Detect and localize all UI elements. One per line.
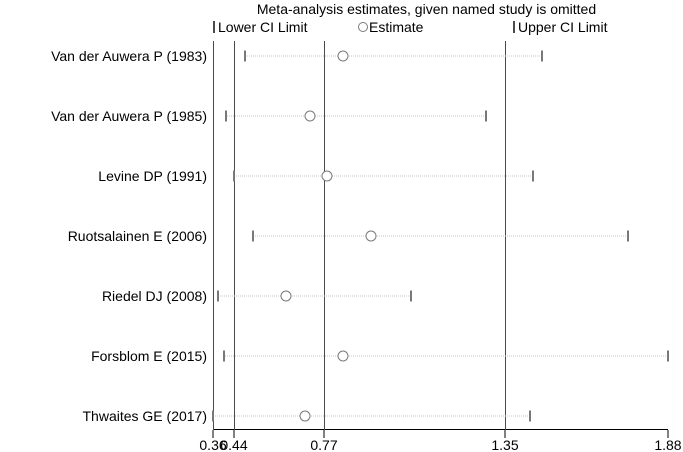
study-label: Thwaites GE (2017) [82,408,208,424]
x-axis-tick-label: 0.36 [199,437,227,452]
legend-item-upper-ci: Upper CI Limit [513,19,607,35]
chart-title: Meta-analysis estimates, given named stu… [256,1,597,17]
x-axis-tick-label: 0.77 [310,437,338,452]
upper-ci-tick [410,290,413,302]
estimate-marker [365,230,377,242]
legend-label-upper-ci: Upper CI Limit [518,19,608,35]
ci-dotted-line [218,295,412,297]
ci-dotted-line [253,235,628,237]
x-axis-tick [504,430,506,438]
study-label: Van der Auwera P (1983) [51,48,207,64]
study-label: Riedel DJ (2008) [101,288,207,304]
estimate-marker [304,110,316,122]
lower-ci-tick [252,230,255,242]
estimate-circle-icon [358,22,368,32]
upper-ci-tick [531,170,534,182]
legend-item-estimate: Estimate [358,19,423,35]
upper-ci-tick [485,110,488,122]
y-axis-line [213,41,215,430]
lower-ci-tick [212,410,215,422]
ci-dotted-line [244,55,542,57]
ci-dotted-line [226,115,487,117]
lower-ci-tick [222,350,225,362]
upper-ci-bar-icon [513,21,515,33]
reference-line [233,41,235,430]
estimate-marker [337,50,349,62]
upper-ci-tick [540,50,543,62]
estimate-marker [280,290,292,302]
lower-ci-tick [217,290,220,302]
x-axis-tick [667,430,669,438]
legend-item-lower-ci: Lower CI Limit [213,19,307,35]
x-axis-tick-label: 0.44 [220,437,248,452]
x-axis-tick-label: 1.35 [491,437,519,452]
ci-dotted-line [223,355,668,357]
study-label: Van der Auwera P (1985) [51,108,207,124]
estimate-marker [337,350,349,362]
estimate-marker [321,170,333,182]
x-axis-tick [212,430,214,438]
study-label: Forsblom E (2015) [91,348,207,364]
upper-ci-tick [627,230,629,242]
ci-dotted-line [213,415,530,417]
upper-ci-tick [666,350,669,362]
lower-ci-bar-icon [213,21,215,33]
estimate-marker [299,410,311,422]
lower-ci-tick [225,110,228,122]
lower-ci-tick [232,170,235,182]
lower-ci-tick [243,50,246,62]
ci-dotted-line [233,175,533,177]
legend-label-lower-ci: Lower CI Limit [218,19,308,35]
x-axis-tick [233,430,235,438]
study-label: Levine DP (1991) [98,168,207,184]
x-axis-tick-label: 1.88 [654,437,682,452]
x-axis-line [213,429,668,431]
legend-label-estimate: Estimate [369,19,424,35]
upper-ci-tick [528,410,531,422]
study-label: Ruotsalainen E (2006) [67,228,207,244]
x-axis-tick [323,430,325,438]
